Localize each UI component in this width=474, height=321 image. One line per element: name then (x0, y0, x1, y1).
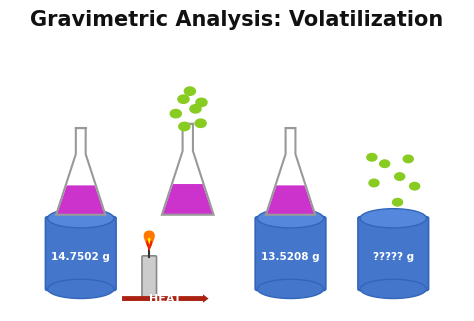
Circle shape (196, 98, 207, 107)
FancyBboxPatch shape (358, 217, 428, 291)
Circle shape (190, 105, 201, 113)
Circle shape (410, 182, 419, 190)
Text: 14.7502 g: 14.7502 g (51, 252, 110, 262)
FancyBboxPatch shape (255, 217, 326, 291)
Ellipse shape (360, 209, 427, 228)
Circle shape (170, 109, 182, 118)
Polygon shape (163, 184, 212, 214)
Text: 13.5208 g: 13.5208 g (261, 252, 320, 262)
Circle shape (380, 160, 390, 168)
Ellipse shape (257, 279, 324, 299)
Circle shape (395, 173, 405, 180)
FancyBboxPatch shape (46, 217, 116, 291)
Polygon shape (146, 240, 152, 251)
FancyBboxPatch shape (142, 256, 156, 299)
Ellipse shape (47, 279, 114, 299)
Circle shape (184, 87, 195, 95)
Ellipse shape (47, 209, 114, 228)
Polygon shape (267, 186, 314, 214)
Polygon shape (148, 238, 151, 245)
Polygon shape (144, 230, 155, 251)
Text: HEAT: HEAT (149, 293, 182, 304)
Circle shape (403, 155, 413, 163)
Text: Gravimetric Analysis: Volatilization: Gravimetric Analysis: Volatilization (30, 10, 444, 30)
Polygon shape (56, 128, 105, 215)
Polygon shape (57, 186, 104, 214)
Circle shape (178, 95, 189, 103)
Circle shape (392, 198, 402, 206)
Ellipse shape (257, 209, 324, 228)
Circle shape (369, 179, 379, 187)
Polygon shape (57, 186, 104, 214)
Polygon shape (163, 184, 212, 214)
Text: ????? g: ????? g (373, 252, 414, 262)
Ellipse shape (360, 279, 427, 299)
Polygon shape (162, 124, 214, 215)
Circle shape (195, 119, 206, 127)
Polygon shape (267, 186, 314, 214)
Circle shape (179, 122, 190, 131)
Polygon shape (266, 128, 315, 215)
Circle shape (367, 153, 377, 161)
